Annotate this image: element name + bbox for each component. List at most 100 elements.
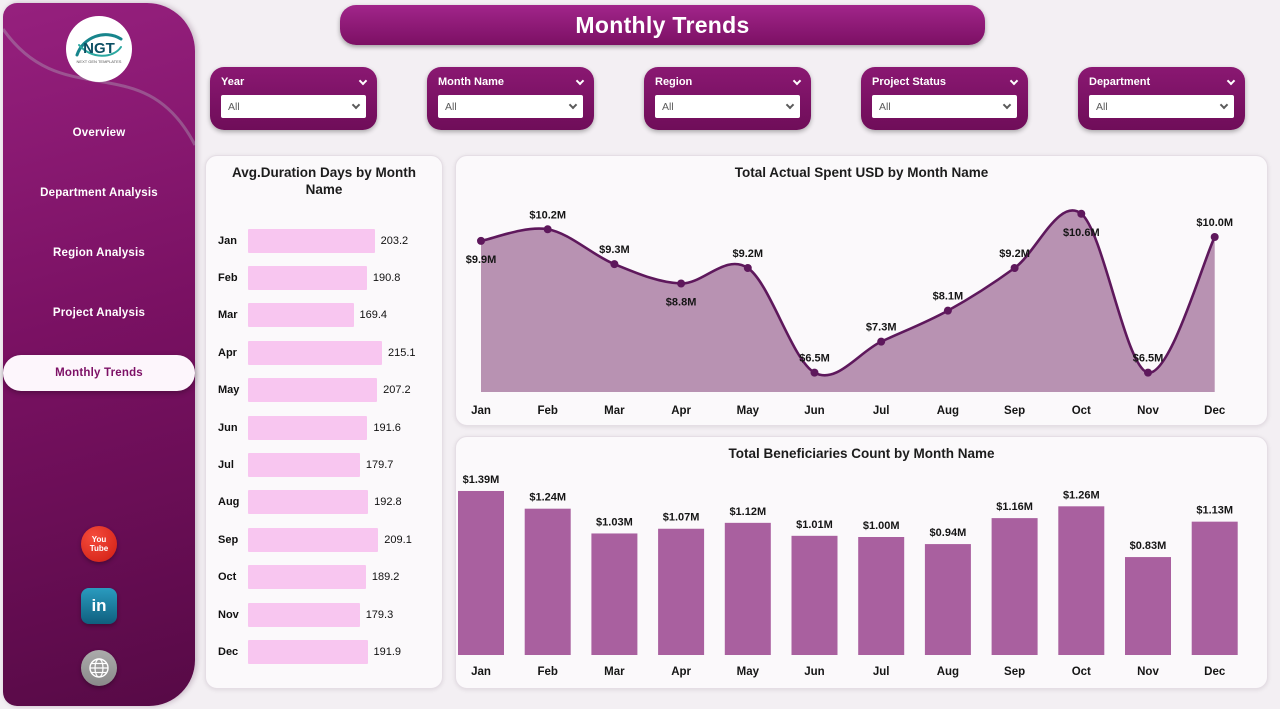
data-point[interactable] <box>743 264 752 272</box>
axis-month-label: Sep <box>1004 405 1025 417</box>
page-title-banner: Monthly Trends <box>340 5 985 45</box>
beneficiaries-bar[interactable] <box>1191 521 1238 655</box>
duration-bar[interactable] <box>248 378 378 403</box>
duration-value: 191.6 <box>373 421 401 434</box>
sidebar-item-region-analysis[interactable]: Region Analysis <box>52 247 146 259</box>
data-point[interactable] <box>610 260 619 269</box>
point-label: $6.5M <box>799 353 830 365</box>
dropdown-value: All <box>662 100 674 113</box>
panel-avg-duration: Avg.Duration Days by Month Name Jan 203.2… <box>205 155 443 689</box>
page-title: Monthly Trends <box>575 11 750 38</box>
data-point[interactable] <box>810 368 819 377</box>
data-point[interactable] <box>943 306 952 315</box>
chevron-down-icon[interactable] <box>1226 76 1236 85</box>
chevron-down-icon[interactable] <box>575 76 585 85</box>
point-label: $10.6M <box>1063 227 1100 239</box>
duration-bar[interactable] <box>248 490 369 515</box>
bar-label: $1.00M <box>863 520 900 532</box>
ngt-logo-svg: NGT NEXT GEN TEMPLATES <box>66 16 132 82</box>
data-point[interactable] <box>1210 233 1219 241</box>
sidebar-item-monthly-trends[interactable]: Monthly Trends <box>3 355 195 391</box>
beneficiaries-bar-chart[interactable]: $1.39M Jan $1.24M Feb $1.03M Mar $1.07M Apr $1.1… <box>456 465 1269 687</box>
filter-card-department: Department All <box>1078 67 1245 130</box>
globe-icon[interactable] <box>81 650 117 686</box>
axis-month-label: Aug <box>937 666 959 678</box>
filter-dropdown-region[interactable]: All <box>655 95 800 118</box>
data-point[interactable] <box>677 279 686 288</box>
duration-row: Nov 179.3 <box>218 596 434 633</box>
filter-dropdown-department[interactable]: All <box>1089 95 1234 118</box>
axis-month-label: Apr <box>671 405 691 417</box>
duration-bar[interactable] <box>248 565 366 590</box>
panel-beneficiaries: Total Beneficiaries Count by Month Name … <box>455 436 1268 689</box>
sidebar-nav: Overview Department Analysis Region Analys… <box>3 115 195 391</box>
chevron-down-icon[interactable] <box>785 100 795 110</box>
linkedin-icon[interactable]: in <box>81 588 117 624</box>
duration-value: 209.1 <box>384 533 412 546</box>
beneficiaries-bar[interactable] <box>1058 506 1105 655</box>
data-point[interactable] <box>1010 264 1019 272</box>
chevron-down-icon[interactable] <box>792 76 802 85</box>
data-point[interactable] <box>477 236 485 245</box>
month-label: Oct <box>218 571 237 584</box>
chevron-down-icon[interactable] <box>358 76 368 85</box>
chevron-down-icon[interactable] <box>351 100 361 110</box>
axis-month-label: May <box>737 666 760 678</box>
beneficiaries-bar[interactable] <box>524 508 571 655</box>
data-point[interactable] <box>1077 209 1086 218</box>
dropdown-value: All <box>1096 100 1108 113</box>
data-point[interactable] <box>877 337 886 346</box>
bar-label: $1.07M <box>663 512 700 524</box>
beneficiaries-bar[interactable] <box>458 490 504 655</box>
axis-month-label: Jan <box>471 405 491 417</box>
chevron-down-icon[interactable] <box>568 100 578 110</box>
beneficiaries-bar[interactable] <box>591 533 638 655</box>
month-label: Feb <box>218 272 238 285</box>
duration-bar[interactable] <box>248 340 382 365</box>
duration-bar[interactable] <box>248 453 360 478</box>
beneficiaries-bar[interactable] <box>1125 557 1171 655</box>
bar-label: $1.39M <box>463 474 500 486</box>
filter-label: Region <box>655 76 693 88</box>
chevron-down-icon[interactable] <box>1002 100 1012 110</box>
point-label: $8.1M <box>933 291 964 303</box>
chevron-down-icon[interactable] <box>1009 76 1019 85</box>
bar-label: $0.94M <box>930 527 967 539</box>
beneficiaries-bar[interactable] <box>791 535 838 655</box>
duration-bar[interactable] <box>248 266 367 291</box>
data-point[interactable] <box>1144 368 1152 377</box>
filter-dropdown-month-name[interactable]: All <box>438 95 583 118</box>
duration-bar[interactable] <box>248 303 354 328</box>
duration-bar[interactable] <box>248 415 368 440</box>
point-label: $8.8M <box>666 297 697 309</box>
sidebar-item-overview[interactable]: Overview <box>72 127 126 139</box>
youtube-icon[interactable]: You Tube <box>81 526 117 562</box>
filter-label: Month Name <box>438 76 504 88</box>
duration-bar[interactable] <box>248 228 375 253</box>
duration-chart[interactable]: Jan 203.2 Feb 190.8 Mar 169.4 Apr 215.1 May 207.2… <box>218 222 434 671</box>
beneficiaries-bar[interactable] <box>658 528 705 655</box>
filter-dropdown-project-status[interactable]: All <box>872 95 1017 118</box>
month-label: Nov <box>218 608 239 621</box>
filter-dropdown-year[interactable]: All <box>221 95 366 118</box>
duration-bar[interactable] <box>248 602 360 627</box>
chevron-down-icon[interactable] <box>1219 100 1229 110</box>
sidebar-item-department-analysis[interactable]: Department Analysis <box>40 187 158 199</box>
data-point[interactable] <box>543 225 552 234</box>
spent-area-chart[interactable]: $9.9M Jan $10.2M Feb $9.3M Mar $8.8M Apr $9.2M Ma… <box>456 184 1269 424</box>
duration-row: Jun 191.6 <box>218 409 434 446</box>
month-label: Sep <box>218 533 239 546</box>
filter-card-year: Year All <box>210 67 377 130</box>
duration-bar[interactable] <box>248 639 368 664</box>
axis-month-label: Dec <box>1204 666 1226 678</box>
beneficiaries-bar[interactable] <box>991 518 1038 655</box>
axis-month-label: Jul <box>873 405 890 417</box>
axis-month-label: Jun <box>804 666 824 678</box>
beneficiaries-bar[interactable] <box>924 544 971 655</box>
beneficiaries-bar[interactable] <box>858 537 905 655</box>
duration-bar[interactable] <box>248 527 379 552</box>
beneficiaries-bar[interactable] <box>724 522 771 655</box>
sidebar-item-project-analysis[interactable]: Project Analysis <box>52 307 146 319</box>
axis-month-label: Apr <box>671 666 691 678</box>
